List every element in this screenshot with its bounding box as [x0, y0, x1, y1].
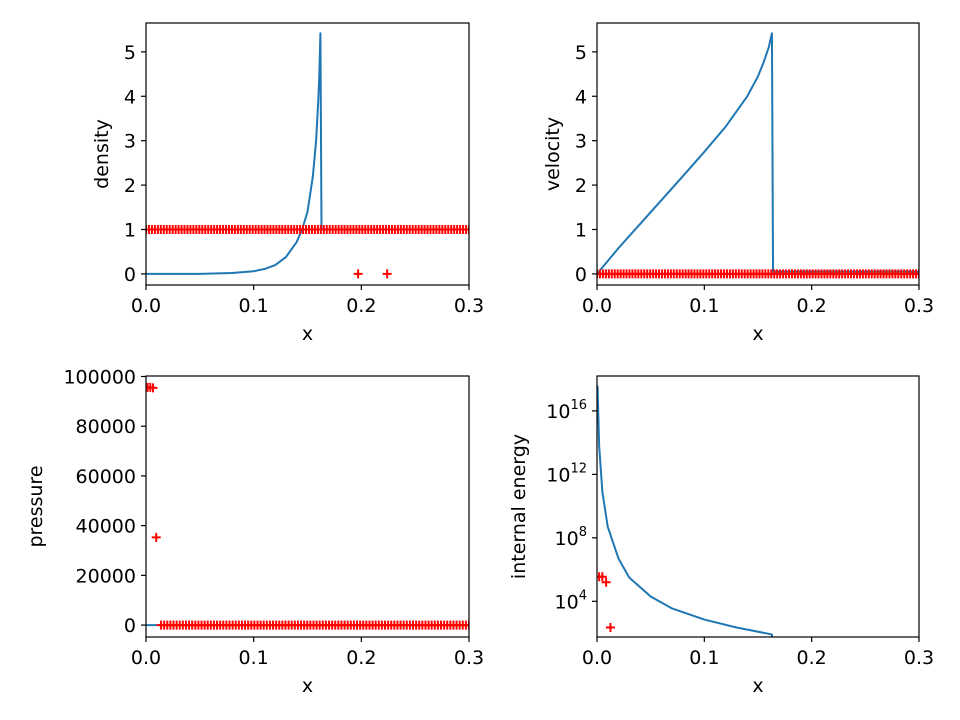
- y-tick-label: 108: [555, 525, 587, 550]
- x-tick-label: 0.0: [582, 295, 612, 317]
- x-tick-label: 0.2: [797, 647, 827, 669]
- x-tick-label: 0.1: [689, 295, 719, 317]
- x-tick-label: 0.1: [239, 647, 269, 669]
- y-tick-label: 1016: [546, 398, 587, 423]
- marker-series: [146, 382, 469, 630]
- x-axis-label: x: [302, 675, 313, 697]
- plus-marker: [605, 622, 615, 632]
- y-tick-label: 60000: [76, 466, 136, 488]
- y-tick-label: 2: [575, 175, 587, 197]
- x-tick-label: 0.3: [454, 647, 484, 669]
- x-tick-label: 0.2: [797, 295, 827, 317]
- x-axis-label: x: [752, 675, 763, 697]
- y-tick-label: 4: [124, 86, 136, 108]
- x-tick-label: 0.0: [131, 647, 161, 669]
- marker-series: [597, 269, 919, 279]
- marker-series: [597, 572, 615, 632]
- plot-area: [146, 382, 469, 630]
- y-tick-label: 1: [575, 219, 587, 241]
- plus-marker: [601, 577, 611, 587]
- y-tick-label: 1012: [546, 461, 587, 486]
- axes-frame: [145, 375, 470, 638]
- axes-frame: [596, 22, 920, 286]
- axes-frame: [596, 375, 920, 638]
- y-axis-label: pressure: [25, 465, 47, 547]
- marker-series: [146, 224, 469, 279]
- y-tick-label: 5: [124, 42, 136, 64]
- plus-marker: [151, 532, 161, 542]
- y-tick-label: 1: [124, 219, 136, 241]
- y-axis-label: internal energy: [508, 434, 530, 579]
- y-tick-label: 3: [575, 131, 587, 153]
- y-tick-label: 20000: [76, 565, 136, 587]
- x-tick-label: 0.0: [131, 295, 161, 317]
- axes-frame: [145, 22, 470, 286]
- plot-area: [597, 385, 773, 637]
- plus-marker: [464, 620, 469, 630]
- plot-area: [597, 32, 919, 279]
- x-axis-label: x: [302, 323, 313, 345]
- y-tick-label: 0: [575, 264, 587, 286]
- plus-marker: [353, 269, 363, 279]
- x-tick-label: 0.3: [904, 647, 934, 669]
- y-tick-label: 5: [575, 42, 587, 64]
- subplot-4: 0.0 0.1 0.2 0.3 104 108 1012 1016 x internal ener…: [508, 375, 934, 697]
- plus-marker: [597, 572, 607, 582]
- plus-marker: [464, 224, 469, 234]
- plus-marker: [148, 383, 158, 393]
- y-tick-label: 3: [124, 131, 136, 153]
- subplot-1: 0.0 0.1 0.2 0.3 0 1 2 3 4 5 x density: [91, 22, 484, 345]
- y-axis-label: velocity: [542, 117, 564, 191]
- x-tick-label: 0.3: [904, 295, 934, 317]
- y-tick-label: 104: [555, 588, 587, 613]
- series-line: [597, 32, 919, 275]
- y-tick-label: 4: [575, 86, 587, 108]
- plus-marker: [382, 269, 392, 279]
- y-tick-label: 80000: [76, 416, 136, 438]
- y-tick-label: 40000: [76, 516, 136, 538]
- plot-area: [146, 32, 469, 279]
- y-tick-label: 0: [124, 615, 136, 637]
- y-tick-label: 2: [124, 175, 136, 197]
- x-tick-label: 0.2: [346, 295, 376, 317]
- x-axis-label: x: [752, 323, 763, 345]
- y-tick-label: 0: [124, 264, 136, 286]
- y-axis-label: density: [91, 119, 113, 189]
- subplot-2: 0.0 0.1 0.2 0.3 0 1 2 3 4 5 x velocity: [542, 22, 934, 345]
- plus-marker: [914, 269, 919, 279]
- x-tick-label: 0.3: [454, 295, 484, 317]
- x-tick-label: 0.1: [689, 647, 719, 669]
- subplot-3: 0.0 0.1 0.2 0.3 0 20000 40000 60000 80000 100000 x…: [25, 366, 484, 697]
- series-line: [146, 32, 469, 275]
- x-tick-label: 0.0: [582, 647, 612, 669]
- series-line: [597, 385, 773, 637]
- y-tick-label: 100000: [63, 366, 136, 388]
- x-tick-label: 0.2: [346, 647, 376, 669]
- x-tick-label: 0.1: [239, 295, 269, 317]
